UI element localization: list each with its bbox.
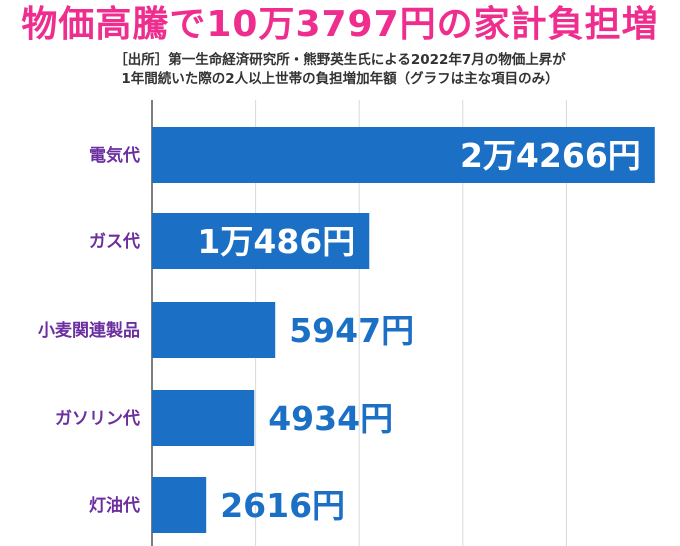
category-label: 小麦関連製品 — [38, 320, 140, 341]
value-label: 1万486円 — [197, 222, 355, 261]
bar — [152, 302, 276, 358]
chart-subtitle-line1: ［出所］第一生命経済研究所・熊野英生氏による2022年7月の物価上昇が — [114, 52, 566, 68]
bars — [152, 127, 655, 533]
category-label: ガソリン代 — [55, 408, 140, 429]
chart-subtitle-line2: 1年間続いた際の2人以上世帯の負担増加年額（グラフは主な項目のみ） — [121, 71, 559, 87]
category-label: 灯油代 — [89, 495, 140, 516]
bar — [152, 213, 370, 269]
chart-title: 物価高騰で10万3797円の家計負担増 — [21, 4, 659, 45]
bar — [152, 390, 255, 446]
value-label: 2616円 — [220, 486, 345, 525]
value-label: 2万4266円 — [460, 136, 641, 175]
category-label: 電気代 — [89, 145, 140, 166]
bar — [152, 127, 655, 183]
bar — [152, 477, 207, 533]
value-label: 4934円 — [268, 399, 393, 438]
value-label: 5947円 — [289, 311, 414, 350]
category-label: ガス代 — [89, 231, 140, 252]
